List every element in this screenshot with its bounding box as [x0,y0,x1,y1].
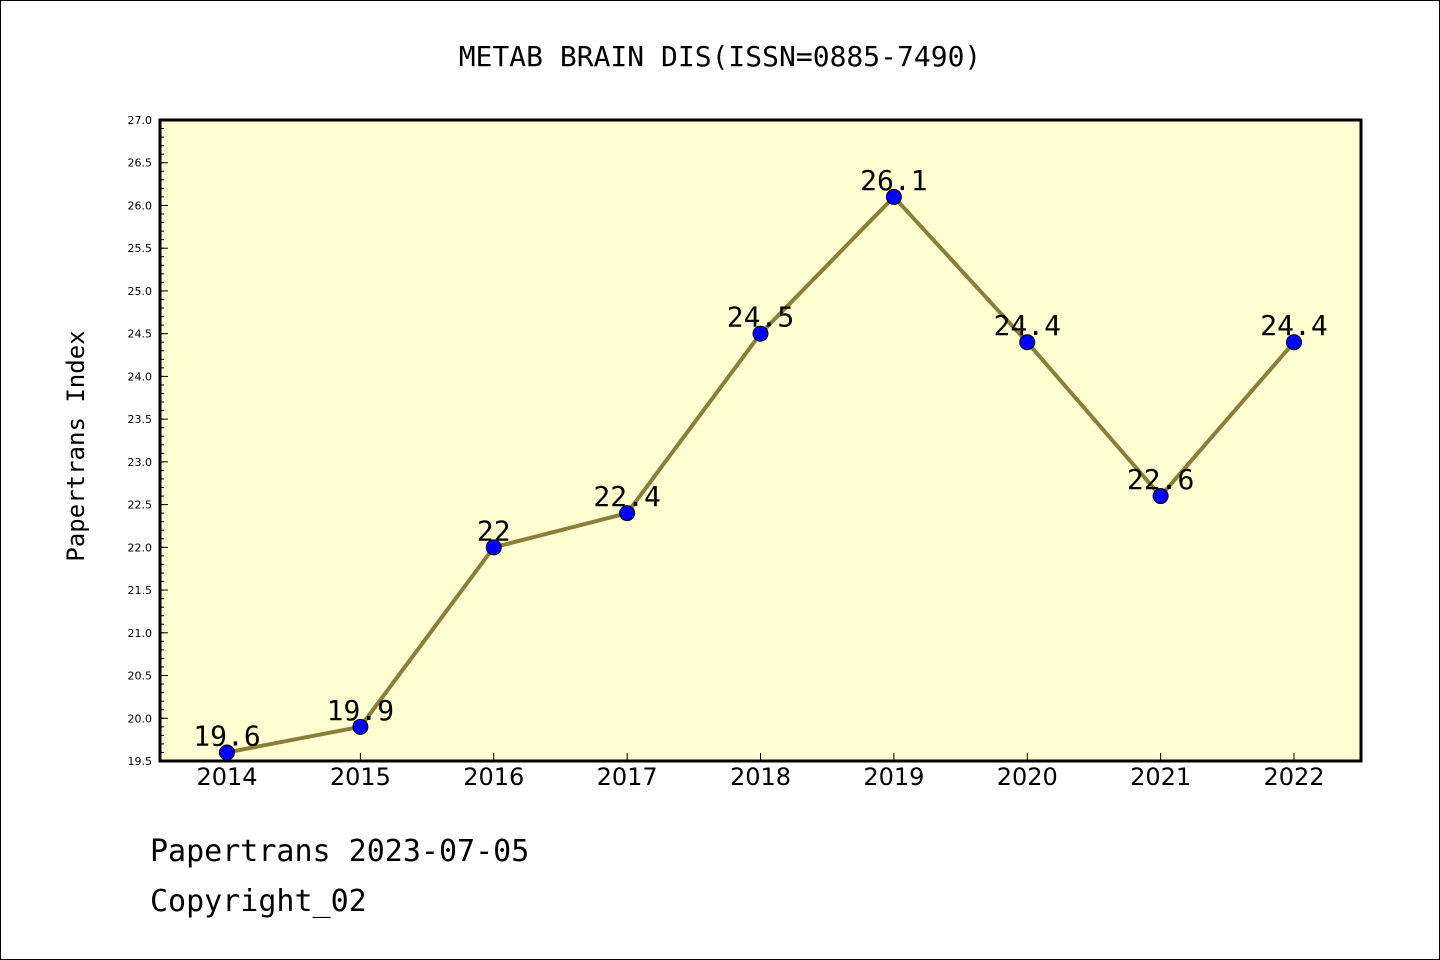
y-tick-label: 23.5 [128,413,153,426]
y-tick-label: 27.0 [128,114,153,127]
footer-copyright: Copyright_02 [150,884,367,919]
series-group: 19.6 19.9 22 22.4 24.5 26.1 24.4 22.6 24.4 [193,164,1328,761]
x-tick-label: 2014 [196,763,257,791]
y-tick-label: 22.0 [128,541,153,554]
data-label: 24.4 [1260,309,1327,342]
y-tick-label: 21.0 [128,627,153,640]
data-point [1286,334,1302,351]
y-tick-label: 20.0 [128,712,153,725]
x-tick-label: 2019 [863,763,924,791]
data-point [352,718,369,735]
y-tick-label: 26.0 [128,199,153,212]
data-label: 22.4 [593,480,660,513]
data-label: 24.5 [727,301,794,334]
x-tick-label: 2015 [330,763,391,791]
data-point [1019,334,1036,351]
data-point [485,539,502,556]
x-tick-label: 2022 [1263,763,1324,791]
y-tick-label: 25.0 [128,285,153,298]
footer-date: Papertrans 2023-07-05 [150,834,530,869]
data-label: 22 [477,514,511,547]
plot-area [160,120,1361,761]
y-tick-label: 19.5 [128,755,153,768]
data-point [752,325,769,342]
data-label: 24.4 [994,309,1061,342]
y-tick-label: 26.5 [128,157,153,170]
y-tick-label: 23.0 [128,456,153,469]
x-axis: 2014 2015 2016 2017 2018 2019 2020 2021 2022 [196,753,1325,791]
plot-border [158,118,1363,763]
data-point [1152,488,1169,505]
x-tick-label: 2017 [597,763,658,791]
y-tick-label: 22.5 [128,499,153,512]
data-point [885,188,902,205]
data-label: 19.6 [193,719,260,752]
y-tick-label: 24.0 [128,370,153,383]
y-tick-label: 25.5 [128,242,153,255]
data-label: 19.9 [327,694,394,727]
y-tick-label: 20.5 [128,670,153,683]
x-tick-label: 2020 [997,763,1058,791]
y-axis-label: Papertrans Index [62,330,90,561]
data-label: 22.6 [1127,463,1194,496]
data-point [619,505,636,522]
y-tick-label: 21.5 [128,584,153,597]
x-tick-label: 2016 [463,763,524,791]
x-tick-label: 2021 [1130,763,1191,791]
y-tick-label: 24.5 [128,328,153,341]
chart-title: METAB BRAIN DIS(ISSN=0885-7490) [459,40,982,73]
x-tick-label: 2018 [730,763,791,791]
data-label: 26.1 [860,164,927,197]
